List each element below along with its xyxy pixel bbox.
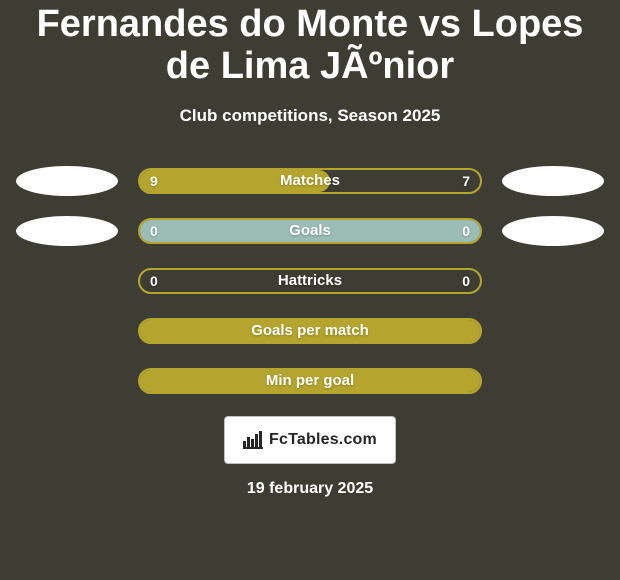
oval-placeholder	[16, 266, 118, 296]
player-right-oval	[502, 216, 604, 246]
stat-label: Goals	[140, 220, 480, 242]
oval-placeholder	[16, 366, 118, 396]
oval-placeholder	[16, 316, 118, 346]
stat-row: 00Hattricks	[0, 266, 620, 296]
stat-row: Min per goal	[0, 366, 620, 396]
stat-bar: 00Goals	[138, 218, 482, 244]
stat-label: Matches	[140, 170, 480, 192]
stat-bar: 97Matches	[138, 168, 482, 194]
oval-placeholder	[502, 316, 604, 346]
stat-row: Goals per match	[0, 316, 620, 346]
bar-chart-icon	[243, 431, 263, 449]
stat-row: 97Matches	[0, 166, 620, 196]
player-left-oval	[16, 216, 118, 246]
attribution: FcTables.com	[0, 416, 620, 464]
oval-placeholder	[502, 366, 604, 396]
attribution-box: FcTables.com	[224, 416, 396, 464]
player-right-oval	[502, 166, 604, 196]
stat-label: Hattricks	[140, 270, 480, 292]
attribution-text: FcTables.com	[269, 431, 377, 449]
stat-label: Min per goal	[140, 370, 480, 392]
stat-bar: Goals per match	[138, 318, 482, 344]
page-title: Fernandes do Monte vs Lopes de Lima JÃºn…	[0, 0, 620, 88]
date: 19 february 2025	[0, 480, 620, 498]
stat-label: Goals per match	[140, 320, 480, 342]
stat-row: 00Goals	[0, 216, 620, 246]
oval-placeholder	[502, 266, 604, 296]
subtitle: Club competitions, Season 2025	[0, 106, 620, 126]
stat-bar: Min per goal	[138, 368, 482, 394]
comparison-infographic: Fernandes do Monte vs Lopes de Lima JÃºn…	[0, 0, 620, 580]
player-left-oval	[16, 166, 118, 196]
stat-bar: 00Hattricks	[138, 268, 482, 294]
stat-rows: 97Matches 00Goals 00Hattricks Goals per mat…	[0, 166, 620, 396]
